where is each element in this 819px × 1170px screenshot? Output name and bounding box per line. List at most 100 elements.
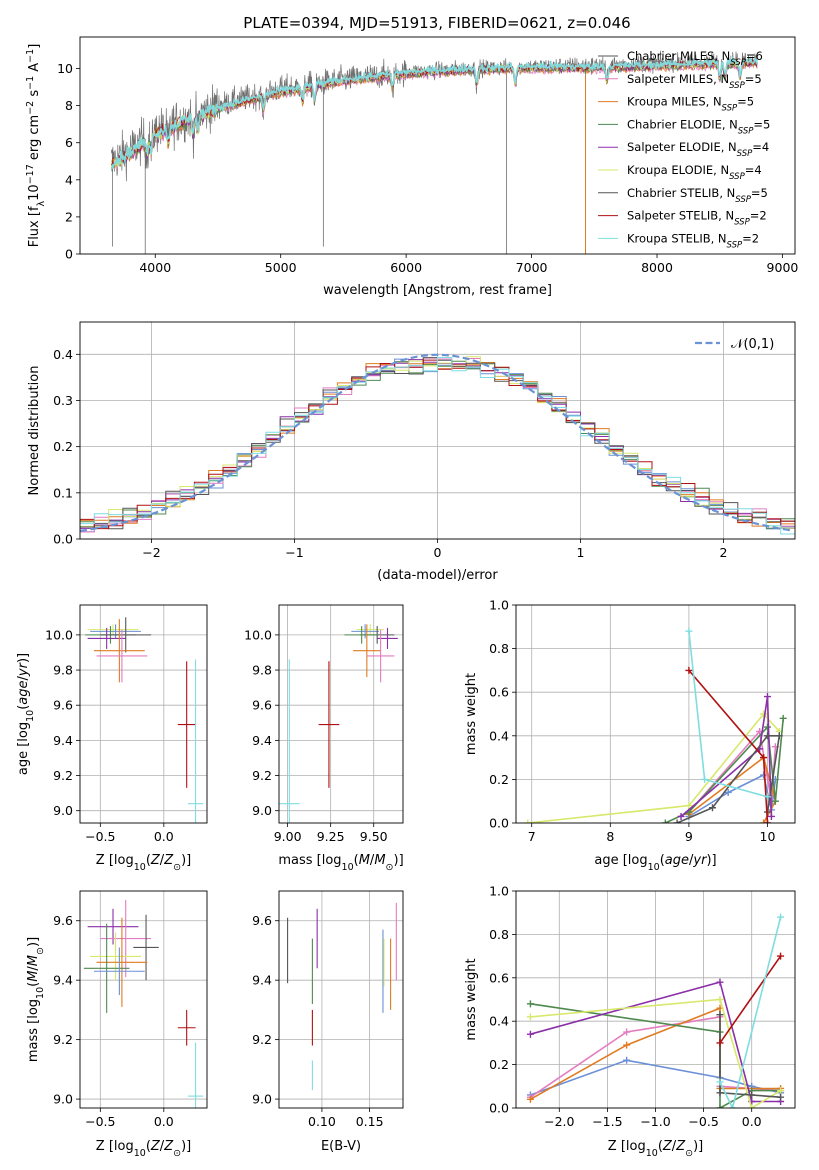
y-axis-label-part: mass [log [26, 999, 41, 1062]
x-axis-label-part: ( [146, 853, 151, 868]
y-tick-label: 9.6 [53, 698, 73, 713]
x-axis-label-part: Z [log [96, 853, 134, 868]
x-axis-label-part: ( [354, 853, 359, 868]
plot-area [287, 902, 397, 1091]
x-tick-label: 10 [760, 829, 776, 844]
legend-label-main: Salpeter MILES, N [627, 72, 729, 86]
x-axis-label-part: Z [150, 1139, 161, 1154]
x-tick-label: 8000 [641, 260, 673, 275]
axes-frame [278, 890, 404, 1109]
y-axis-label-part: mass weight [464, 958, 479, 1040]
y-axis-label-part: −17 [25, 164, 36, 184]
y-axis-label-part: Normed distribution [27, 366, 42, 496]
axes-frame [278, 604, 404, 824]
x-axis-label-part: E(B-V) [321, 1139, 361, 1154]
legend-label-sub: SSP [735, 195, 751, 205]
y-tick-label: 0.2 [489, 1057, 509, 1072]
legend-label: Salpeter ELODIE, NSSP=4 [627, 140, 769, 159]
y-tick-label: 9.0 [53, 1092, 73, 1107]
weight-line-kroupa_stelib [688, 631, 768, 798]
x-tick-label: −0.5 [85, 1114, 115, 1129]
y-axis-label-part: ⊙ [35, 947, 46, 955]
legend-label: Kroupa ELODIE, NSSP=4 [627, 163, 762, 182]
y-axis-label-part: ] [27, 44, 42, 49]
panel-7: 0.10 0.15 9.0 9.2 9.4 9.6 E(B-V) [252, 890, 404, 1154]
legend-label-sub: SSP [729, 81, 745, 91]
weight-marker-kroupa_stelib [763, 793, 771, 801]
plot-area [110, 50, 758, 254]
y-axis-label: Normed distribution [27, 366, 42, 496]
y-tick-label: 0.2 [489, 772, 509, 787]
axes: 0.10 0.15 9.0 9.2 9.4 9.6 [252, 913, 383, 1129]
x-axis-label: Z [log10(Z/Z⊙)] [608, 1139, 703, 1159]
y-axis-label-part: ( [26, 982, 41, 987]
y-axis-label-part: age [log [16, 722, 31, 775]
weight-marker-chabrier_stelib [748, 1091, 756, 1099]
x-axis-label-part: )] [181, 1139, 191, 1154]
y-axis-label: mass weight [464, 958, 479, 1040]
y-tick-label: 0.8 [489, 641, 509, 656]
y-tick-label: 9.0 [53, 803, 73, 818]
y-axis-label-part: A [27, 63, 42, 76]
grid [279, 605, 403, 823]
weight-marker-chabrier_stelib [673, 819, 681, 823]
x-tick-label: 9.00 [274, 829, 302, 844]
plot-area [83, 899, 204, 1108]
y-tick-label: 0.1 [53, 485, 73, 500]
y-axis-label-part: erg cm [27, 115, 42, 164]
y-tick-label: 10.0 [45, 627, 73, 642]
y-tick-label: 10 [57, 61, 73, 76]
weight-line-chabrier_elodie [530, 1003, 781, 1108]
y-tick-label: 9.4 [252, 733, 272, 748]
x-tick-label: −1 [285, 545, 303, 560]
legend-label-tail: =2 [742, 231, 759, 245]
x-axis-label-part: 10 [648, 862, 660, 873]
axes: 7 8 9 10 0.0 0.2 0.4 0.6 0.8 1.0 [489, 598, 775, 845]
y-tick-label: 0.4 [489, 1014, 509, 1029]
legend-label-sub: SSP [737, 149, 753, 159]
x-tick-label: 5000 [265, 260, 297, 275]
weight-marker-chabrier_elodie [779, 714, 787, 722]
y-tick-label: 9.0 [252, 1092, 272, 1107]
legend-label-tail: =5 [737, 95, 754, 109]
weight-marker-salpeter_stelib [685, 666, 693, 674]
x-axis-label-part: wavelength [Angstrom, rest frame] [323, 283, 552, 298]
y-axis-label-part: / [16, 675, 31, 680]
axes: −2 −1 0 1 2 0.0 0.1 0.2 0.3 0.4 [53, 347, 727, 560]
weight-line-kroupa_elodie [530, 998, 782, 1108]
y-axis-label-part: )] [16, 653, 31, 663]
legend-label-tail: =2 [750, 209, 767, 223]
x-axis-label: Z [log10(Z/Z⊙)] [96, 853, 191, 873]
x-tick-label: 0.15 [356, 1114, 384, 1129]
x-axis-label-part: 10 [342, 862, 354, 873]
axes-frame [79, 890, 208, 1109]
axes: 4000 5000 6000 7000 8000 9000 0 2 4 6 8 10 [57, 61, 798, 275]
weight-marker-salpeter_stelib [777, 952, 785, 960]
y-axis-label: Flux [fλ10−17 erg cm−2 s−1 A−1] [25, 44, 47, 248]
x-tick-label: −2.0 [544, 1114, 574, 1129]
x-axis-label-part: ⊙ [386, 862, 394, 873]
x-axis-label-part: )] [394, 853, 404, 868]
y-tick-label: 0.4 [53, 347, 73, 362]
legend-label-main: Salpeter ELODIE, N [627, 140, 737, 154]
weight-marker-salpeter_elodie [526, 1030, 534, 1038]
axes-frame [515, 604, 796, 824]
x-axis-label-part: 10 [134, 1148, 146, 1159]
x-tick-label: 7000 [516, 260, 548, 275]
panel-2: −2 −1 0 1 2 0.0 0.1 0.2 0.3 0.4 (data-model)/error… [27, 321, 796, 583]
plot-area [524, 627, 787, 823]
x-axis-label-part: Z [163, 1139, 174, 1154]
axes-frame [79, 604, 208, 824]
weight-marker-salpeter_stelib [760, 754, 768, 762]
axes: −2.0 −1.5 −1.0 −0.5 0.0 0.0 0.2 0.4 0.6 0.8 1.0 [489, 884, 762, 1130]
y-tick-label: 9.6 [252, 698, 272, 713]
y-axis-label-part: 10 [35, 987, 46, 999]
legend-label-tail: =5 [751, 186, 768, 200]
y-tick-label: 9.8 [252, 663, 272, 678]
x-axis-label-part: / [160, 1139, 165, 1154]
x-axis-label-part: ( [658, 1139, 663, 1154]
x-tick-label: 9.25 [317, 829, 345, 844]
y-axis-label-part: −1 [25, 49, 36, 63]
x-tick-label: −0.5 [85, 829, 115, 844]
